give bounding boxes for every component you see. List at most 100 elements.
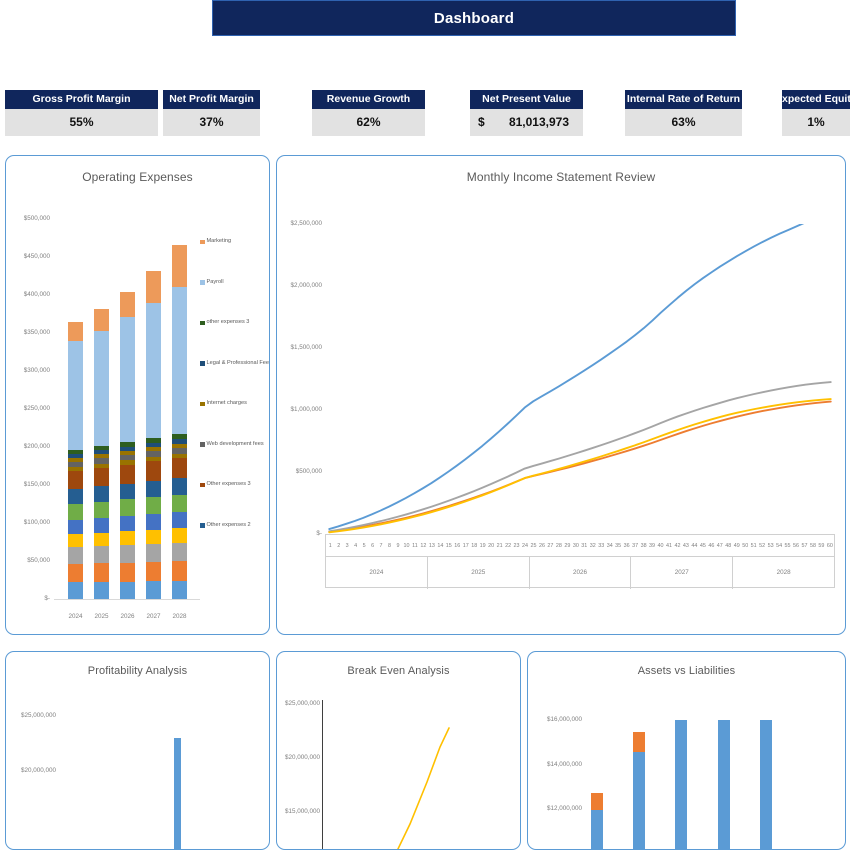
month-tick: 33 bbox=[598, 543, 605, 549]
kpi-card[interactable]: Revenue Growth 62% bbox=[312, 90, 425, 138]
month-tick: 46 bbox=[708, 543, 715, 549]
month-tick: 2 bbox=[337, 543, 341, 549]
bar-segment bbox=[94, 450, 109, 455]
month-tick: 20 bbox=[488, 543, 495, 549]
line-series bbox=[328, 381, 832, 533]
kpi-value: 37% bbox=[163, 109, 260, 136]
kpi-value: 1% bbox=[782, 109, 850, 136]
month-tick: 31 bbox=[581, 543, 588, 549]
bar-segment bbox=[172, 434, 187, 440]
bar-segment bbox=[68, 341, 83, 451]
month-tick: 27 bbox=[547, 543, 554, 549]
panel-assets-vs-liabilities[interactable]: Assets vs Liabilities $16,000,000 $14,000… bbox=[527, 651, 846, 850]
kpi-card[interactable]: Net Present Value $81,013,973 bbox=[470, 90, 583, 138]
bar-segment bbox=[120, 581, 135, 599]
kpi-card[interactable]: Internal Rate of Return 63% bbox=[625, 90, 742, 138]
bar-segment bbox=[68, 547, 83, 565]
legend-swatch-icon bbox=[200, 280, 205, 285]
legend-item: other expenses 3 bbox=[200, 319, 269, 326]
bar-segment bbox=[68, 534, 83, 548]
month-tick: 49 bbox=[733, 543, 740, 549]
bar-stack bbox=[68, 322, 83, 599]
month-tick: 36 bbox=[623, 543, 630, 549]
month-tick: 59 bbox=[818, 543, 825, 549]
bar-stack bbox=[94, 309, 109, 599]
bar-segment bbox=[146, 529, 161, 544]
legend-swatch-icon bbox=[200, 239, 205, 244]
panel-operating-expenses[interactable]: Operating Expenses $500,000 $450,000 $400,… bbox=[5, 155, 270, 635]
x-axis-tick-label: 2028 bbox=[172, 613, 187, 620]
legend-label: Legal & Professional Fees bbox=[206, 359, 270, 366]
month-tick: 32 bbox=[589, 543, 596, 549]
income-statement-x-axis: 1 2 3 4 5 6 7 8 9 10 11 12 13 14 15 16 17 18 19 20 21 22 23 24 2… bbox=[325, 534, 835, 589]
month-tick: 1 bbox=[328, 543, 332, 549]
month-tick: 5 bbox=[362, 543, 366, 549]
y-axis-tick-label: $- bbox=[316, 530, 322, 537]
month-tick: 53 bbox=[767, 543, 774, 549]
chart-title-operating-expenses: Operating Expenses bbox=[82, 170, 193, 184]
panel-monthly-income-statement[interactable]: Monthly Income Statement Review $2,500,0… bbox=[276, 155, 846, 635]
bar-stack bbox=[172, 244, 187, 599]
y-axis-tick-label: $450,000 bbox=[23, 253, 50, 260]
legend-swatch-icon bbox=[200, 442, 205, 447]
legend-swatch-icon bbox=[200, 361, 205, 366]
panel-profitability-analysis[interactable]: Profitability Analysis $25,000,000 $20,00… bbox=[5, 651, 270, 850]
month-tick: 39 bbox=[649, 543, 656, 549]
bar-segment bbox=[94, 486, 109, 502]
bar-segment-liabilities bbox=[633, 732, 645, 753]
bar-segment bbox=[68, 519, 83, 535]
month-tick: 12 bbox=[420, 543, 427, 549]
bar-segment bbox=[68, 450, 83, 454]
legend-item: Payroll bbox=[200, 278, 269, 286]
x-axis-tick-label: 2025 bbox=[94, 613, 109, 620]
bar-segment bbox=[146, 451, 161, 458]
y-axis-tick-label: $20,000,000 bbox=[20, 767, 56, 774]
y-axis-tick-label: $250,000 bbox=[23, 405, 50, 412]
bar-segment bbox=[172, 443, 187, 449]
kpi-card[interactable]: Gross Profit Margin 55% bbox=[5, 90, 158, 138]
month-tick: 6 bbox=[371, 543, 375, 549]
legend-label: Payroll bbox=[206, 278, 224, 285]
break-even-line bbox=[397, 727, 450, 849]
legend-label: Other expenses 2 bbox=[206, 521, 251, 528]
month-tick: 52 bbox=[759, 543, 766, 549]
month-tick: 29 bbox=[564, 543, 571, 549]
chart-title-assets-vs-liabilities: Assets vs Liabilities bbox=[637, 665, 736, 677]
kpi-value-number: 81,013,973 bbox=[508, 115, 569, 129]
bar-segment bbox=[94, 518, 109, 533]
bar-segment bbox=[120, 516, 135, 532]
bar-segment bbox=[146, 514, 161, 530]
y-axis-tick-label: $400,000 bbox=[23, 291, 50, 298]
bar-segment bbox=[172, 244, 187, 287]
bar-segment bbox=[94, 309, 109, 331]
month-tick: 10 bbox=[403, 543, 410, 549]
line-series bbox=[397, 727, 450, 849]
income-statement-lines bbox=[328, 224, 832, 534]
bar-segment bbox=[120, 545, 135, 563]
kpi-label: Net Present Value bbox=[470, 90, 583, 109]
bar-segment bbox=[146, 497, 161, 515]
month-tick: 25 bbox=[530, 543, 537, 549]
month-tick: 60 bbox=[826, 543, 833, 549]
bar-segment bbox=[120, 291, 135, 318]
month-tick: 35 bbox=[615, 543, 622, 549]
bar-segment bbox=[68, 453, 83, 458]
chart-title-break-even-analysis: Break Even Analysis bbox=[347, 665, 450, 677]
bar-segment bbox=[146, 581, 161, 599]
chart-title-monthly-income-statement: Monthly Income Statement Review bbox=[466, 170, 656, 184]
year-group-label: 2027 bbox=[631, 557, 734, 589]
currency-symbol: $ bbox=[478, 115, 485, 129]
month-tick: 50 bbox=[742, 543, 749, 549]
y-axis-tick-label: $2,500,000 bbox=[290, 220, 322, 227]
panel-break-even-analysis[interactable]: Break Even Analysis $25,000,000 $20,000,0… bbox=[276, 651, 521, 850]
bar-segment-assets bbox=[760, 720, 772, 849]
legend-item: Internet charges bbox=[200, 400, 269, 407]
bar-segment bbox=[68, 457, 83, 462]
bar-segment bbox=[94, 446, 109, 451]
bar-segment bbox=[172, 512, 187, 529]
line-series bbox=[328, 224, 805, 530]
month-tick: 28 bbox=[555, 543, 562, 549]
kpi-card[interactable]: xpected Equity 1% bbox=[782, 90, 850, 138]
kpi-card[interactable]: Net Profit Margin 37% bbox=[163, 90, 260, 138]
bar-segment bbox=[94, 546, 109, 564]
